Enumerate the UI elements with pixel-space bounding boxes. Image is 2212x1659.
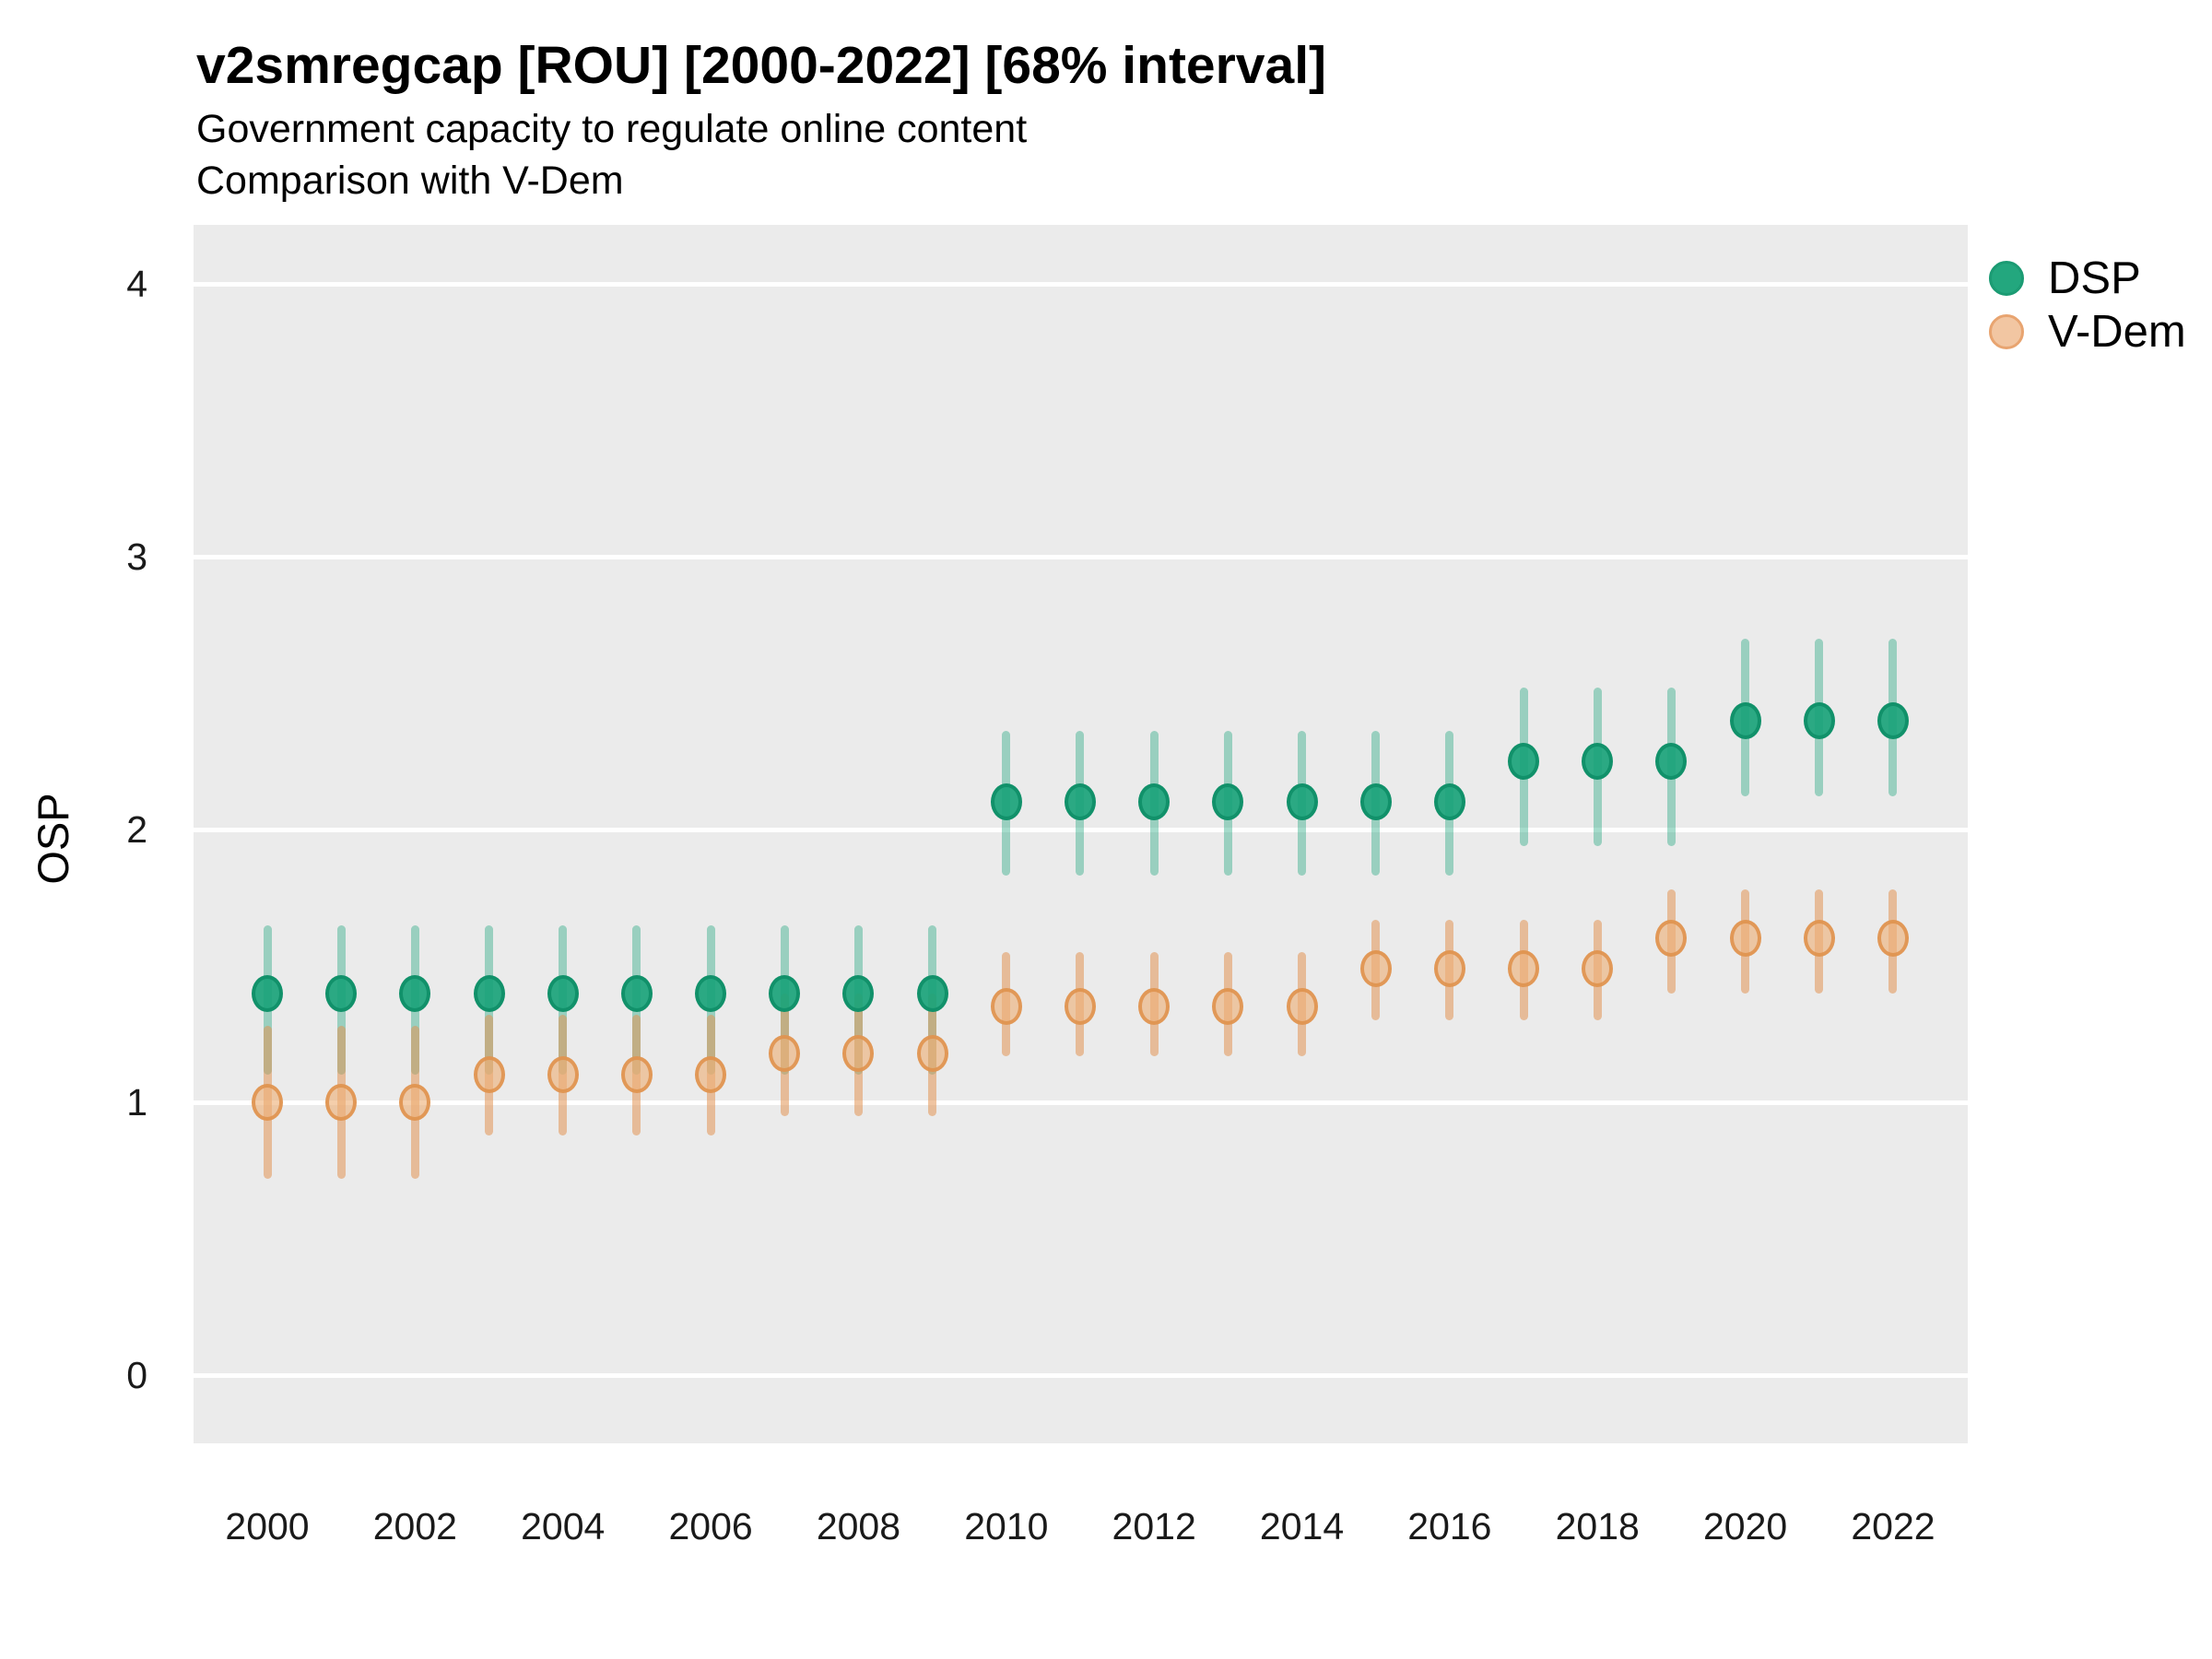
dsp-point — [1877, 701, 1909, 739]
dsp-point — [1729, 701, 1761, 739]
dsp-point — [695, 974, 727, 1012]
dsp-point — [1803, 701, 1835, 739]
x-tick-label: 2010 — [964, 1505, 1049, 1547]
y-tick-label: 0 — [126, 1354, 147, 1396]
dsp-point — [1433, 783, 1465, 821]
vdem-point — [1729, 920, 1761, 958]
x-tick-label: 2002 — [372, 1505, 457, 1547]
x-tick-label: 2008 — [816, 1505, 901, 1547]
vdem-legend-dot-icon — [1989, 314, 2024, 349]
dsp-point — [990, 783, 1022, 821]
vdem-point — [1582, 949, 1614, 987]
legend-label-vdem: V-Dem — [2048, 307, 2186, 357]
vdem-point — [1877, 920, 1909, 958]
vdem-point — [473, 1056, 505, 1094]
x-tick-label: 2004 — [521, 1505, 606, 1547]
vdem-point — [769, 1034, 801, 1072]
vdem-point — [916, 1034, 948, 1072]
vdem-point — [1508, 949, 1540, 987]
plot-panel — [194, 225, 1968, 1443]
dsp-point — [1655, 743, 1688, 780]
chart-title: v2smregcap [ROU] [2000-2022] [68% interv… — [196, 36, 1327, 95]
vdem-point — [325, 1084, 358, 1121]
vdem-point — [1803, 920, 1835, 958]
dsp-point — [1138, 783, 1171, 821]
vdem-point — [695, 1056, 727, 1094]
dsp-point — [1359, 783, 1392, 821]
x-tick-label: 2018 — [1555, 1505, 1640, 1547]
x-tick-label: 2012 — [1112, 1505, 1196, 1547]
vdem-point — [1138, 988, 1171, 1026]
y-axis-title: OSP — [29, 793, 77, 885]
dsp-point — [252, 974, 283, 1012]
dsp-legend-dot-icon — [1989, 261, 2024, 296]
y-tick-label: 2 — [126, 808, 147, 851]
chart-subtitle: Government capacity to regulate online c… — [196, 107, 1028, 151]
chart-subtitle-2: Comparison with V-Dem — [196, 159, 624, 203]
gridline-y-4 — [194, 281, 1968, 287]
vdem-point — [252, 1084, 283, 1121]
vdem-point — [1433, 949, 1465, 987]
dsp-point — [1582, 743, 1614, 780]
dsp-point — [547, 974, 579, 1012]
vdem-point — [620, 1056, 653, 1094]
dsp-point — [842, 974, 875, 1012]
vdem-point — [842, 1034, 875, 1072]
gridline-y-0 — [194, 1372, 1968, 1378]
dsp-point — [1064, 783, 1096, 821]
y-tick-label: 4 — [126, 263, 147, 305]
legend-label-dsp: DSP — [2048, 253, 2141, 303]
dsp-point — [399, 974, 431, 1012]
dsp-point — [769, 974, 801, 1012]
vdem-point — [1359, 949, 1392, 987]
vdem-point — [1064, 988, 1096, 1026]
vdem-point — [1212, 988, 1244, 1026]
dsp-point — [916, 974, 948, 1012]
dsp-point — [473, 974, 505, 1012]
legend-item-vdem: V-Dem — [1989, 302, 2186, 361]
vdem-point — [1286, 988, 1318, 1026]
x-tick-label: 2016 — [1407, 1505, 1492, 1547]
vdem-point — [399, 1084, 431, 1121]
y-tick-label: 1 — [126, 1081, 147, 1124]
dsp-point — [1286, 783, 1318, 821]
dsp-point — [1508, 743, 1540, 780]
x-tick-label: 2022 — [1851, 1505, 1936, 1547]
y-tick-label: 3 — [126, 535, 147, 578]
x-tick-label: 2020 — [1702, 1505, 1788, 1547]
dsp-point — [1212, 783, 1244, 821]
x-tick-label: 2014 — [1259, 1505, 1345, 1547]
gridline-y-1 — [194, 1100, 1968, 1105]
gridline-y-3 — [194, 554, 1968, 559]
vdem-point — [990, 988, 1022, 1026]
legend-item-dsp: DSP — [1989, 249, 2141, 308]
vdem-point — [1655, 920, 1688, 958]
x-tick-label: 2000 — [225, 1505, 310, 1547]
vdem-point — [547, 1056, 579, 1094]
dsp-point — [325, 974, 358, 1012]
dsp-point — [620, 974, 653, 1012]
gridline-y-2 — [194, 827, 1968, 832]
x-tick-label: 2006 — [668, 1505, 753, 1547]
